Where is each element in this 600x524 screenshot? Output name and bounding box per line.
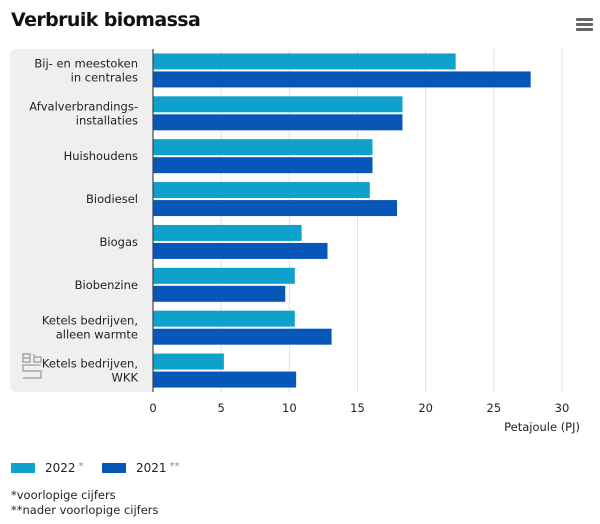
bar-2022-6[interactable] [153, 310, 295, 327]
x-tick-label: 25 [487, 401, 502, 415]
bar-2022-1[interactable] [153, 96, 403, 113]
bar-2021-1[interactable] [153, 114, 403, 131]
footnote-further-provisional: **nader voorlopige cijfers [11, 503, 159, 517]
bar-2022-0[interactable] [153, 53, 456, 70]
category-label: Biogas [100, 235, 138, 249]
category-label: Biobenzine [75, 278, 138, 292]
x-tick-label: 30 [555, 401, 570, 415]
category-label: Huishoudens [64, 149, 138, 163]
bar-2022-2[interactable] [153, 139, 373, 156]
legend-swatch-2022 [11, 463, 35, 473]
bar-2022-4[interactable] [153, 224, 302, 241]
bar-2021-2[interactable] [153, 157, 373, 174]
bar-2022-3[interactable] [153, 182, 370, 199]
bar-2021-4[interactable] [153, 242, 328, 259]
hamburger-menu-icon[interactable] [576, 18, 593, 32]
bar-2021-0[interactable] [153, 71, 531, 88]
legend-item-2021[interactable]: 2021 ** [102, 461, 180, 475]
x-tick-label: 5 [218, 401, 225, 415]
category-label: WKK [112, 371, 139, 385]
x-tick-label: 15 [350, 401, 365, 415]
legend-label-2022: 2022 [45, 461, 76, 475]
chart-title: Verbruik biomassa [11, 9, 201, 31]
category-label: installaties [76, 113, 138, 127]
x-axis-label: Petajoule (PJ) [504, 420, 580, 434]
legend-item-2022[interactable]: 2022 * [11, 461, 84, 475]
legend-swatch-2021 [102, 463, 126, 473]
category-label-panel [10, 49, 153, 392]
category-label: Afvalverbrandings- [29, 99, 138, 113]
category-label: Biodiesel [86, 192, 138, 206]
x-tick-label: 0 [149, 401, 156, 415]
bar-2021-7[interactable] [153, 371, 297, 388]
category-label: Bij- en meestoken [34, 56, 138, 70]
x-tick-label: 20 [418, 401, 433, 415]
legend-label-2021: 2021 [136, 461, 167, 475]
bar-2021-3[interactable] [153, 200, 398, 217]
cbs-logo-icon [22, 353, 42, 379]
bar-2022-5[interactable] [153, 267, 295, 284]
bar-2021-5[interactable] [153, 285, 286, 302]
bar-2022-7[interactable] [153, 353, 224, 370]
category-label: in centrales [71, 70, 138, 84]
category-label: Ketels bedrijven, [42, 314, 138, 328]
category-label: Ketels bedrijven, [42, 357, 138, 371]
x-tick-label: 10 [282, 401, 297, 415]
category-label: alleen warmte [56, 328, 138, 342]
footnote-provisional: *voorlopige cijfers [11, 488, 116, 502]
bar-2021-6[interactable] [153, 328, 332, 345]
